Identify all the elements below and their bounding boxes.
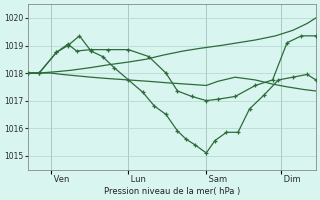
X-axis label: Pression niveau de la mer( hPa ): Pression niveau de la mer( hPa ) bbox=[104, 187, 240, 196]
